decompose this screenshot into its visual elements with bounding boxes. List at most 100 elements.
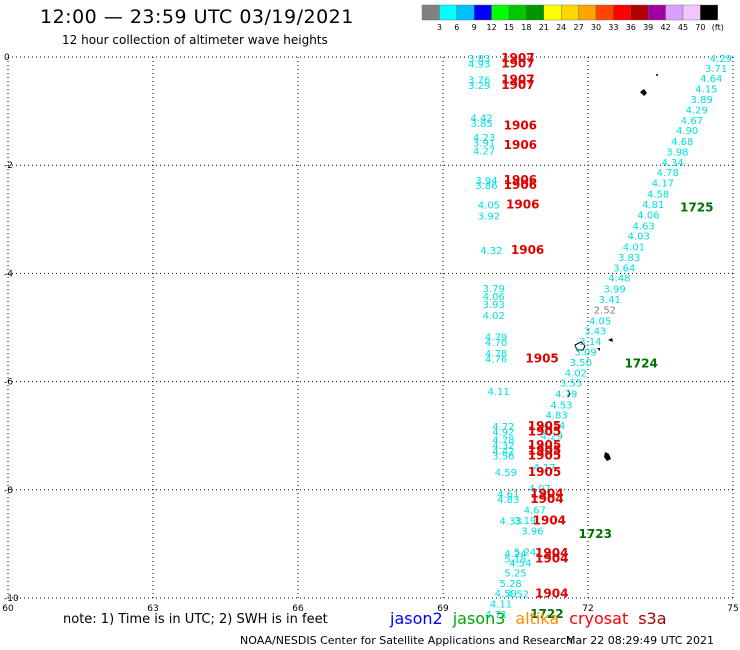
pass-time-label: 1905 bbox=[528, 465, 561, 479]
swh-label: 4.24 bbox=[543, 421, 565, 432]
x-tick-label: 66 bbox=[292, 604, 304, 614]
pass-time-label: 1725 bbox=[680, 200, 713, 214]
swh-label: 3.79 bbox=[483, 284, 505, 295]
swh-label: 3.91 bbox=[473, 138, 495, 149]
colorbar-swatch bbox=[665, 4, 684, 21]
swh-label: 3.14 bbox=[579, 337, 601, 348]
swh-label: 4.01 bbox=[623, 242, 645, 253]
coastline-segment bbox=[604, 452, 611, 461]
colorbar-label: 24 bbox=[556, 23, 566, 32]
swh-label: 4.17 bbox=[533, 463, 555, 474]
swh-label: 3.43 bbox=[584, 327, 606, 338]
swh-label: 4.92 bbox=[492, 427, 514, 438]
swh-label: 3.96 bbox=[521, 526, 543, 537]
swh-label: 3.94 bbox=[475, 176, 497, 187]
swh-label: 4.33 bbox=[500, 517, 522, 528]
swh-label: 4.06 bbox=[637, 210, 659, 221]
x-tick-label: 63 bbox=[147, 604, 158, 614]
swh-label: 4.79 bbox=[485, 333, 507, 344]
units-note: note: 1) Time is in UTC; 2) SWH is in fe… bbox=[63, 612, 328, 627]
swh-label: 4.11 bbox=[490, 599, 512, 610]
swh-label: 2.52 bbox=[594, 306, 616, 317]
swh-label: 4.63 bbox=[632, 221, 654, 232]
swh-label: 5.25 bbox=[504, 569, 526, 580]
swh-label: 4.83 bbox=[545, 411, 567, 422]
coastline-segment bbox=[567, 389, 571, 398]
swh-label: 3.93 bbox=[483, 300, 505, 311]
colorbar-swatch bbox=[595, 4, 614, 21]
satellite-legend: jason2 jason3 altika cryosat s3a bbox=[390, 609, 677, 628]
swh-label: 4.64 bbox=[700, 74, 722, 85]
swh-label: 4.06 bbox=[483, 292, 505, 303]
swh-label: 4.48 bbox=[608, 274, 630, 285]
colorbar-swatch bbox=[508, 4, 527, 21]
swh-label: 4.78 bbox=[485, 349, 507, 360]
swh-label: 3.56 bbox=[492, 452, 514, 463]
colorbar-swatch bbox=[526, 4, 545, 21]
swh-label: 3.92 bbox=[478, 212, 500, 223]
swh-label: 3.83 bbox=[618, 253, 640, 264]
swh-label: 4.59 bbox=[495, 468, 517, 479]
swh-label: 4.67 bbox=[524, 505, 546, 516]
colorbar-label: 12 bbox=[487, 23, 497, 32]
pass-time-label: 1904 bbox=[535, 552, 568, 566]
swh-label: 4.42 bbox=[471, 114, 493, 125]
pass-time-label: 1906 bbox=[504, 178, 537, 192]
swh-label: 4.05 bbox=[589, 316, 611, 327]
pass-time-labels: 1907190719071907190619061906190619061906… bbox=[501, 51, 713, 621]
pass-time-label: 1905 bbox=[528, 419, 561, 433]
swh-label: 4.58 bbox=[647, 189, 669, 200]
swh-label: 4.11 bbox=[487, 387, 509, 398]
pass-time-label: 1907 bbox=[501, 78, 534, 92]
pass-time-label: 1723 bbox=[579, 527, 612, 541]
x-tick-label: 60 bbox=[2, 604, 14, 614]
colorbar-label: 45 bbox=[678, 23, 688, 32]
y-tick-label: 0 bbox=[4, 53, 10, 63]
swh-label: 4.54 bbox=[509, 558, 531, 569]
coastline-segment bbox=[574, 341, 586, 351]
pass-time-label: 1905 bbox=[525, 351, 558, 365]
colorbar-label: 6 bbox=[454, 23, 459, 32]
colorbar-swatch bbox=[421, 4, 440, 21]
colorbar-swatch bbox=[439, 4, 457, 21]
swh-label: 4.67 bbox=[681, 116, 703, 127]
swh-label: 4.32 bbox=[480, 246, 502, 257]
swh-label: 3.71 bbox=[705, 64, 727, 75]
satellite-legend-entry: jason2 bbox=[390, 609, 443, 628]
pass-time-label: 1906 bbox=[504, 138, 537, 152]
satellite-legend-entry: jason3 bbox=[452, 609, 506, 628]
colorbar-swatch bbox=[682, 4, 701, 21]
colorbar-swatch bbox=[648, 4, 666, 21]
swh-label: 4.52 bbox=[507, 590, 529, 601]
satellite-legend-entry: s3a bbox=[638, 609, 667, 628]
swh-label: 3.76 bbox=[468, 76, 490, 87]
swh-label: 4.83 bbox=[497, 495, 519, 506]
swh-label: 3.89 bbox=[690, 95, 712, 106]
swh-label: 4.32 bbox=[492, 441, 514, 452]
swh-label: 4.15 bbox=[695, 84, 717, 95]
swh-label: 3.86 bbox=[475, 181, 497, 192]
swh-label: 4.79 bbox=[555, 390, 577, 401]
footer-timestamp: Mar 22 08:29:49 UTC 2021 bbox=[566, 634, 714, 647]
colorbar-swatch bbox=[474, 4, 492, 21]
swh-label: 3.98 bbox=[666, 148, 688, 159]
swh-label: 4.29 bbox=[710, 54, 732, 65]
y-tick-label: -10 bbox=[4, 594, 19, 604]
footer-credit: NOAA/NESDIS Center for Satellite Applica… bbox=[240, 634, 574, 647]
coastline-segment bbox=[597, 348, 600, 351]
pass-time-label: 1906 bbox=[504, 119, 537, 133]
chart-subtitle: 12 hour collection of altimeter wave hei… bbox=[62, 33, 328, 47]
pass-time-label: 1905 bbox=[528, 424, 561, 438]
colorbar-legend: 3 6 9 12 15 18 21 24 27 30 33 36 39 42 45 70 (ft) bbox=[421, 4, 724, 32]
pass-time-label: 1905 bbox=[528, 438, 561, 452]
colorbar-swatch bbox=[700, 4, 719, 21]
colorbar-label: 18 bbox=[521, 23, 531, 32]
pass-time-label: 1905 bbox=[528, 449, 561, 463]
swh-label: 3.83 bbox=[468, 54, 490, 65]
swh-label: 3.41 bbox=[599, 295, 621, 306]
pass-time-label: 1904 bbox=[530, 487, 563, 501]
pass-time-label: 1906 bbox=[511, 243, 544, 257]
pass-time-label: 1906 bbox=[506, 198, 539, 212]
swh-label: 4.03 bbox=[628, 232, 650, 243]
